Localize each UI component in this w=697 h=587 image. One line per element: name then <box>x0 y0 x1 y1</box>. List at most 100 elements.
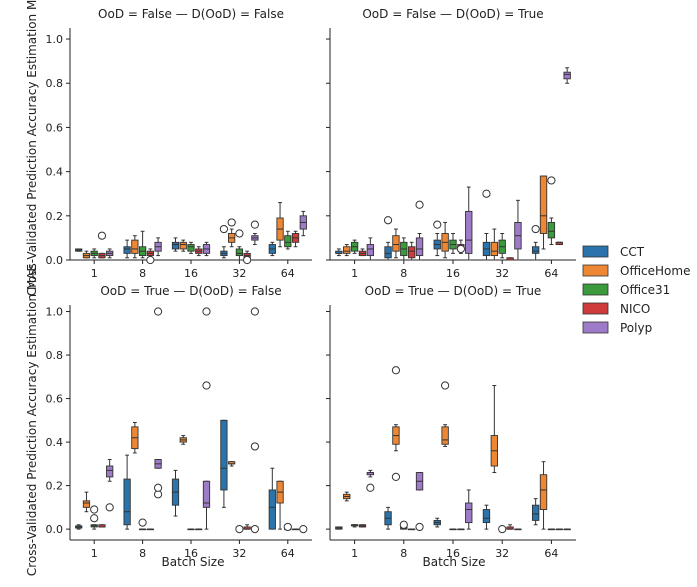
box-office31-8 <box>399 520 408 530</box>
panel-2: OoD = False — D(OoD) = True 1 8 16 32 64 <box>326 7 576 280</box>
outlier-point <box>383 216 393 225</box>
y-axis-label-bottom: Cross-Validated Prediction Accuracy Esti… <box>25 264 39 576</box>
outlier-point <box>498 525 507 534</box>
box <box>563 71 571 80</box>
outlier-point <box>235 525 244 534</box>
box-cct-16 <box>433 517 441 528</box>
box-polyp-8 <box>153 307 163 499</box>
x-tick-label: 16 <box>446 267 460 280</box>
box-office31-16 <box>187 528 195 531</box>
box-nico-64 <box>555 528 563 531</box>
outlier-point <box>250 442 259 451</box>
y-tick-label: 0.4 <box>46 436 64 449</box>
y-tick-label: 1.0 <box>46 33 64 46</box>
box-nico-16 <box>457 528 465 531</box>
box-cct-64 <box>531 224 540 261</box>
box <box>531 246 540 254</box>
box <box>123 246 131 254</box>
x-tick-label: 1 <box>91 547 98 560</box>
box-cct-8 <box>123 454 131 530</box>
x-tick-label: 32 <box>232 547 246 560</box>
legend-swatch-officehome <box>582 264 609 277</box>
box <box>202 480 211 508</box>
outlier-point <box>227 218 236 227</box>
box-officehome-64 <box>539 175 548 250</box>
box-polyp-64 <box>299 210 307 237</box>
box <box>171 241 180 250</box>
box-polyp-32 <box>250 220 259 246</box>
panel-3: OoD = True — D(OoD) = False 0.0 0.2 0.4 0.6 0… <box>46 284 312 560</box>
box-cct-1 <box>335 526 343 530</box>
legend-label-cct: CCT <box>620 245 645 259</box>
outlier-point <box>138 518 147 527</box>
x-tick-label: 32 <box>232 267 246 280</box>
box-nico-64 <box>291 528 300 531</box>
box-nico-16 <box>195 246 203 257</box>
box-officehome-64 <box>276 202 284 248</box>
outlier-point <box>202 307 211 316</box>
x-tick-label: 16 <box>446 547 460 560</box>
y-tick-label: 0.0 <box>46 254 64 267</box>
box-nico-32 <box>506 524 514 530</box>
box-cct-8 <box>384 506 392 530</box>
box-cct-8 <box>383 216 393 261</box>
box-officehome-32 <box>228 461 236 467</box>
y-tick-label: 0.6 <box>46 393 64 406</box>
box-cct-1 <box>75 248 83 252</box>
box-nico-32 <box>506 257 514 261</box>
panel-title: OoD = False — D(OoD) = True <box>362 7 543 21</box>
box <box>482 509 491 524</box>
x-tick-label: 8 <box>139 267 146 280</box>
box-cct-1 <box>335 248 343 257</box>
box-nico-16 <box>456 239 465 254</box>
box-office31-32 <box>235 229 244 261</box>
box <box>547 221 556 239</box>
box-polyp-1 <box>105 458 114 512</box>
box <box>343 246 351 254</box>
x-tick-label: 64 <box>544 547 558 560</box>
box-polyp-32 <box>250 307 259 534</box>
outlier-point <box>283 522 292 532</box>
panel-4: OoD = True — D(OoD) = True 1 8 16 32 64 <box>326 284 576 560</box>
box <box>384 246 392 259</box>
x-axis-label-left: Batch Size <box>162 555 225 569</box>
box-office31-1 <box>350 239 359 254</box>
box <box>268 489 276 530</box>
box-cct-32 <box>482 189 491 261</box>
box-cct-8 <box>123 239 131 259</box>
box-officehome-16 <box>179 239 187 252</box>
outlier-point <box>219 224 229 234</box>
box <box>123 478 131 526</box>
outlier-point <box>547 176 556 185</box>
box-polyp-32 <box>514 199 522 261</box>
box-nico-8 <box>146 528 154 531</box>
x-tick-label: 1 <box>351 547 358 560</box>
legend-swatch-nico <box>582 302 609 315</box>
legend-label-office31: Office31 <box>620 283 670 297</box>
box-office31-8 <box>138 518 147 531</box>
box-officehome-32 <box>490 228 499 261</box>
box-polyp-64 <box>563 528 571 531</box>
outlier-point <box>90 514 99 523</box>
box-nico-32 <box>243 524 251 530</box>
x-tick-label: 1 <box>351 267 358 280</box>
outlier-point <box>146 255 155 265</box>
box-officehome-1 <box>343 491 351 502</box>
outlier-point <box>415 522 424 532</box>
outlier-point <box>391 472 401 481</box>
box-cct-16 <box>433 220 442 257</box>
y-tick-label: 0.4 <box>46 166 64 179</box>
y-tick-label: 0.2 <box>46 210 64 223</box>
box-cct-1 <box>75 524 83 530</box>
box-office31-16 <box>449 528 457 531</box>
box-nico-8 <box>407 528 416 531</box>
box <box>284 235 292 248</box>
box-nico-64 <box>555 241 563 246</box>
box-nico-1 <box>358 248 367 257</box>
box-polyp-8 <box>415 472 424 532</box>
x-tick-label: 8 <box>400 547 407 560</box>
box-office31-16 <box>187 241 195 254</box>
panel-title: OoD = False — D(OoD) = False <box>98 7 284 21</box>
box-officehome-8 <box>392 228 400 259</box>
